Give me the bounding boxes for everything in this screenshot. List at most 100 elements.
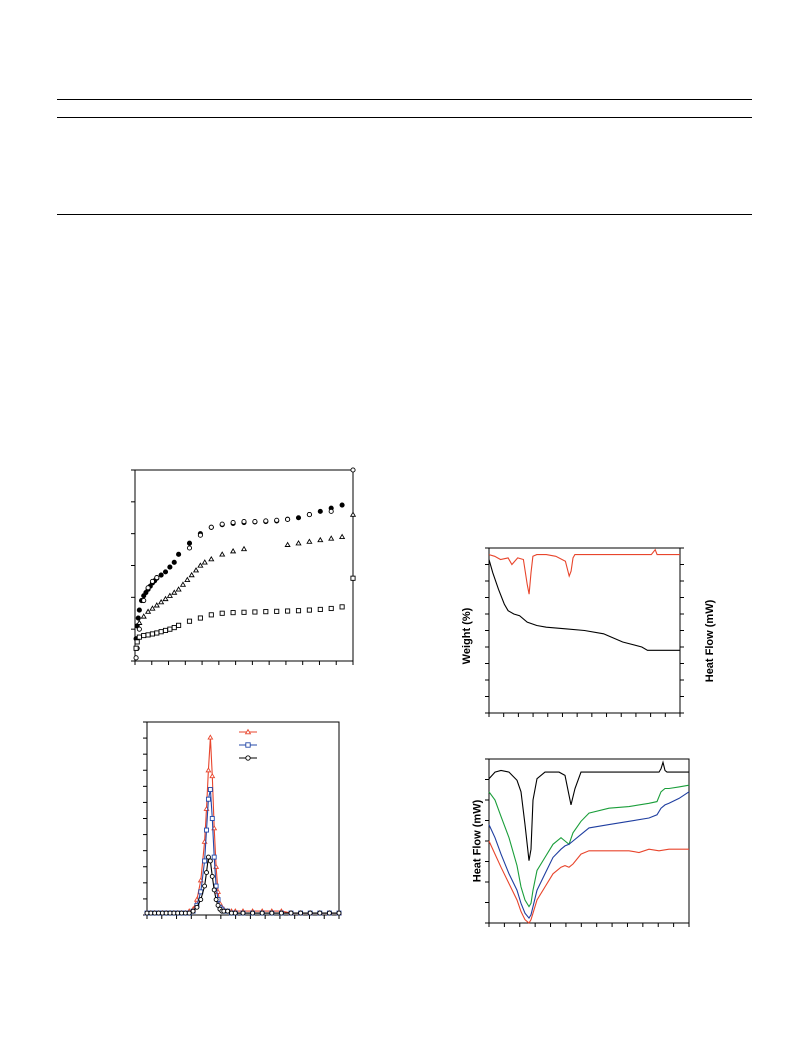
figure-a-series-3-point	[208, 555, 215, 562]
figure-a-series-4-point	[171, 625, 177, 631]
figure-a-series-3-point	[192, 567, 200, 573]
figure-a-series-4-point	[167, 626, 173, 632]
figure-b-series-1-line	[147, 737, 339, 914]
figure-b-series-1-point	[207, 734, 214, 740]
figure-b-series-3-point	[259, 910, 265, 916]
figure-a-series-2-point	[350, 467, 356, 473]
figure-b-plot	[143, 721, 342, 919]
figure-a-series-1-point	[167, 564, 173, 570]
figure-c-tga-chart: Weight (%) Heat Flow (mW)	[440, 540, 720, 725]
figure-b-series-3-point	[202, 883, 208, 889]
figure-c-y-axis-label-right: Heat Flow (mW)	[704, 599, 716, 683]
figure-a-series-3-point	[240, 545, 248, 552]
figure-b-series-3-point	[215, 902, 221, 908]
figure-b-legend-marker-3	[245, 755, 251, 761]
figure-b-line-chart	[133, 718, 343, 928]
figure-b-series-3-point	[250, 910, 256, 916]
figure-a-series-2-point	[230, 519, 236, 526]
figure-a-series-3-point	[158, 598, 165, 605]
figure-a-series-4-point	[263, 609, 269, 615]
figure-b-series-3-point	[186, 910, 192, 916]
figure-a-series-1-point	[339, 502, 345, 508]
figure-b-series-3-line	[147, 855, 339, 914]
figure-b-series-3-point	[232, 910, 238, 916]
figure-a-series-4-point	[295, 608, 302, 614]
figure-c-y-axis-label-left: Weight (%)	[461, 607, 473, 665]
figure-a-series-3-point	[144, 608, 152, 614]
figure-b-series-3-point	[317, 910, 323, 916]
figure-b-series-2-point	[209, 816, 215, 821]
figure-d-series-2-line	[488, 784, 690, 908]
figure-a-series-1-point	[158, 572, 164, 578]
figure-a-series-2-point	[208, 524, 214, 530]
figure-a-series-2-point	[285, 516, 291, 522]
figure-b-series-3-point	[298, 910, 304, 916]
figure-a-series-2-point	[141, 597, 147, 604]
figure-a-series-3-point	[184, 576, 191, 582]
figure-a-scatter-chart	[118, 462, 358, 680]
figure-a-series-1-point	[136, 607, 142, 613]
figure-b-series-2-point	[213, 883, 219, 889]
figure-a-series-3-point	[179, 581, 187, 587]
figure-a-series-3-point	[306, 538, 313, 544]
figure-a-series-3-point	[349, 511, 357, 517]
figure-a-series-3-point	[171, 589, 178, 595]
figure-b-series-3-point	[205, 854, 211, 860]
figure-a-series-3-point	[328, 535, 335, 541]
figure-b-series-3-point	[211, 887, 217, 893]
figure-b-series-2-line	[147, 789, 339, 914]
figure-a-series-4-point	[241, 609, 247, 615]
figure-b-series-2-point	[204, 827, 209, 833]
figure-d-y-axis-label: Heat Flow (mW)	[471, 799, 484, 883]
figure-a-series-1-point	[135, 615, 141, 621]
figure-a-series-3-point	[219, 551, 226, 557]
figure-a-series-3-point	[153, 602, 160, 608]
figure-a-series-2-point	[149, 578, 155, 584]
figure-a-series-4-point	[141, 632, 147, 639]
figure-a-series-2-point	[252, 519, 258, 525]
figure-a-series-1-point	[176, 551, 182, 557]
figure-a-series-4-point	[134, 639, 140, 645]
figure-b-series-3-point	[307, 910, 313, 916]
figure-a-series-2-point	[186, 545, 193, 551]
figure-c-series-1-line	[488, 548, 680, 595]
figure-a-series-3-point	[317, 536, 324, 543]
figure-a-series-4-point	[154, 630, 160, 636]
figure-a-series-4-point	[317, 606, 323, 612]
figure-a-series-2-point	[136, 626, 142, 632]
figure-b-axes-frame	[146, 721, 340, 916]
figure-a-series-2-point	[263, 518, 269, 524]
figure-b-series-3-point	[225, 908, 231, 914]
figure-a-series-4-point	[285, 608, 291, 614]
figure-b-series-3-point	[190, 908, 196, 914]
figure-a-series-2-point	[274, 517, 280, 523]
figure-b-series-3-point	[240, 910, 246, 916]
figure-a-series-3-point	[175, 586, 182, 592]
figure-b-series-2-point	[205, 796, 211, 802]
figure-b-series-3-point	[326, 910, 332, 916]
table-header-rule	[57, 117, 752, 118]
figure-b-series-3-point	[207, 858, 213, 864]
figure-a-series-4-point	[252, 609, 258, 615]
figure-b-legend-marker-2	[245, 742, 251, 748]
figure-a-series-3-point	[230, 548, 237, 554]
table-top-rule	[57, 99, 752, 100]
figure-b-series-2-point	[202, 858, 208, 864]
figure-b-legend-marker-1	[244, 728, 252, 735]
figure-a-series-4-point	[186, 618, 193, 624]
figure-a-series-4-point	[197, 615, 203, 621]
figure-b-series-3-point	[213, 897, 219, 903]
figure-c-series-2-line	[488, 559, 680, 651]
figure-a-series-1-point	[295, 515, 302, 521]
figure-a-series-4-point	[328, 605, 334, 612]
figure-b-series-3-point	[198, 897, 204, 903]
figure-a-series-4-point	[306, 607, 312, 613]
figure-a-series-4-point	[219, 610, 225, 616]
figure-a-series-4-point	[158, 629, 164, 635]
figure-a-series-3-point	[140, 613, 147, 619]
figure-b-series-3-point	[209, 873, 215, 879]
figure-a-series-2-point	[241, 519, 247, 525]
figure-d-series-4-line	[488, 840, 689, 924]
figure-a-series-3-point	[284, 541, 291, 547]
figure-b-series-3-point	[336, 910, 342, 916]
